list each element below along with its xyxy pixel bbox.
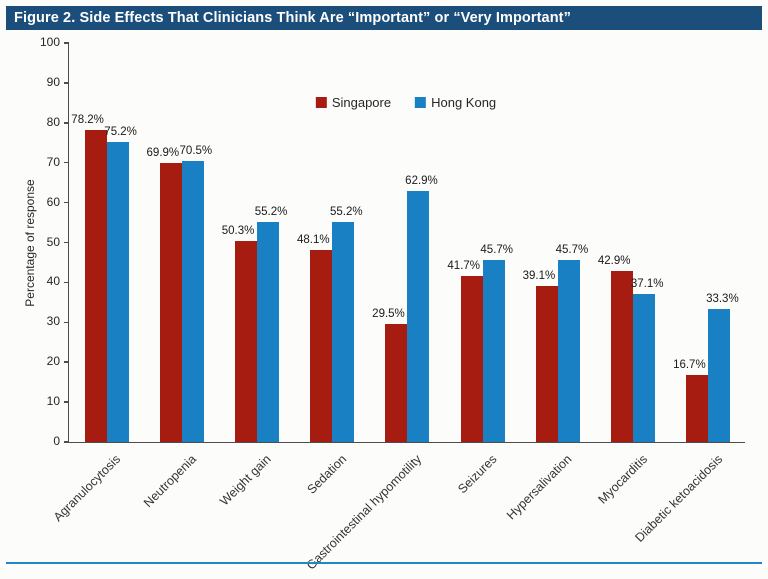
y-axis-tick-mark: [64, 42, 69, 44]
plot-area: 0 10 20 30 40 50 60 70 80 90 100 78.2% 75.2% Agranulo…: [40, 36, 746, 572]
legend: Singapore Hong Kong: [315, 95, 496, 110]
x-axis-tick-label: Diabetic ketoacidosis: [632, 452, 726, 545]
bar-singapore: [460, 275, 483, 442]
bar-group: 69.9% 70.5% Neutropenia: [141, 44, 219, 510]
bar-group: 39.1% 45.7% Hypersalivation: [505, 44, 595, 523]
x-axis-tick-label: Myocarditis: [595, 452, 651, 507]
bar-singapore: [84, 129, 107, 442]
y-axis-tick-mark: [64, 161, 69, 164]
legend-swatch-icon: [415, 97, 427, 108]
bar-hong-kong: [332, 221, 355, 442]
y-axis-tick-label: 10: [46, 394, 60, 409]
y-axis-tick-label: 30: [46, 314, 60, 329]
bar-hong-kong: [407, 191, 430, 442]
value-label: 55.2%: [254, 205, 288, 218]
bar-hong-kong: [633, 293, 656, 442]
y-axis-tick-mark: [64, 241, 69, 244]
bar-hong-kong: [482, 259, 505, 442]
y-axis-tick-label: 20: [46, 354, 60, 369]
value-label: 78.2%: [71, 113, 104, 126]
bar-group: 50.3% 55.2% Weight gain: [218, 44, 294, 509]
x-axis-tick-label: Weight gain: [217, 452, 274, 509]
bar-singapore: [686, 375, 709, 442]
figure-title-bar: Figure 2. Side Effects That Clinicians T…: [6, 6, 762, 30]
value-label: 50.3%: [221, 225, 255, 238]
value-label: 55.2%: [329, 205, 363, 218]
bar-singapore: [235, 241, 258, 442]
bar-group: 41.7% 45.7% Seizures: [445, 44, 520, 497]
bar-group: 42.9% 37.1% Myocarditis: [595, 44, 671, 507]
y-axis-tick-mark: [64, 321, 69, 324]
x-axis-tick-label: Agranulocytosis: [51, 452, 124, 525]
value-label: 45.7%: [480, 243, 514, 256]
bar-hong-kong: [557, 259, 580, 442]
x-axis-tick-label: Sedation: [304, 452, 350, 497]
bar-group: 78.2% 75.2% Agranulocytosis: [51, 44, 144, 524]
legend-item-hong-kong: Hong Kong: [415, 96, 496, 109]
value-label: 48.1%: [296, 234, 330, 247]
bar-singapore: [535, 286, 558, 442]
bar-singapore: [611, 270, 634, 442]
y-axis-tick-mark: [64, 281, 69, 284]
y-axis-tick-label: 70: [46, 154, 60, 169]
y-axis-tick-label: 90: [46, 74, 60, 89]
bar-group: 29.5% 62.9% Gastrointestinal hypomotility: [304, 44, 445, 572]
value-label: 75.2%: [104, 125, 137, 138]
value-label: 41.7%: [447, 259, 481, 272]
y-axis-title: Percentage of response: [23, 179, 37, 307]
value-label: 37.1%: [630, 277, 664, 290]
value-label: 39.1%: [522, 270, 556, 282]
value-label: 69.9%: [146, 147, 180, 160]
legend-swatch-icon: [315, 97, 327, 108]
legend-label: Hong Kong: [431, 95, 497, 110]
y-axis-tick-mark: [64, 441, 69, 443]
value-label: 29.5%: [372, 308, 405, 321]
bar-hong-kong: [181, 160, 204, 442]
bar-singapore: [310, 250, 333, 442]
y-axis-tick-label: 100: [39, 35, 60, 49]
value-label: 42.9%: [597, 254, 631, 267]
y-axis-tick-mark: [64, 122, 69, 124]
bar-group: 48.1% 55.2% Sedation: [295, 44, 370, 497]
bar-hong-kong: [106, 141, 129, 442]
value-label: 62.9%: [405, 175, 438, 188]
legend-label: Singapore: [331, 95, 392, 110]
y-axis-tick-label: 60: [46, 194, 60, 209]
bar-hong-kong: [708, 309, 731, 442]
y-axis-tick-mark: [64, 82, 69, 84]
value-label: 16.7%: [673, 359, 706, 372]
value-label: 70.5%: [179, 144, 213, 157]
y-axis-tick-mark: [64, 361, 69, 363]
y-axis-tick-label: 40: [46, 274, 60, 289]
y-axis-tick-label: 80: [46, 114, 60, 129]
bottom-rule: [6, 562, 762, 564]
x-axis-tick-label: Hypersalivation: [504, 452, 575, 523]
bar-singapore: [159, 163, 182, 442]
y-axis-tick-label: 0: [53, 434, 60, 448]
bar-singapore: [385, 324, 408, 442]
legend-item-singapore: Singapore: [315, 95, 392, 110]
x-axis-tick-label: Neutropenia: [140, 452, 199, 511]
y-axis-tick-mark: [64, 201, 69, 204]
value-label: 45.7%: [555, 243, 589, 256]
y-axis-tick-mark: [64, 401, 69, 403]
y-axis-tick-label: 50: [46, 234, 60, 249]
x-axis-tick-label: Seizures: [455, 452, 500, 497]
bar-hong-kong: [257, 221, 280, 442]
bar-group: 16.7% 33.3% Diabetic ketoacidosis: [632, 44, 746, 545]
value-label: 33.3%: [706, 293, 739, 306]
